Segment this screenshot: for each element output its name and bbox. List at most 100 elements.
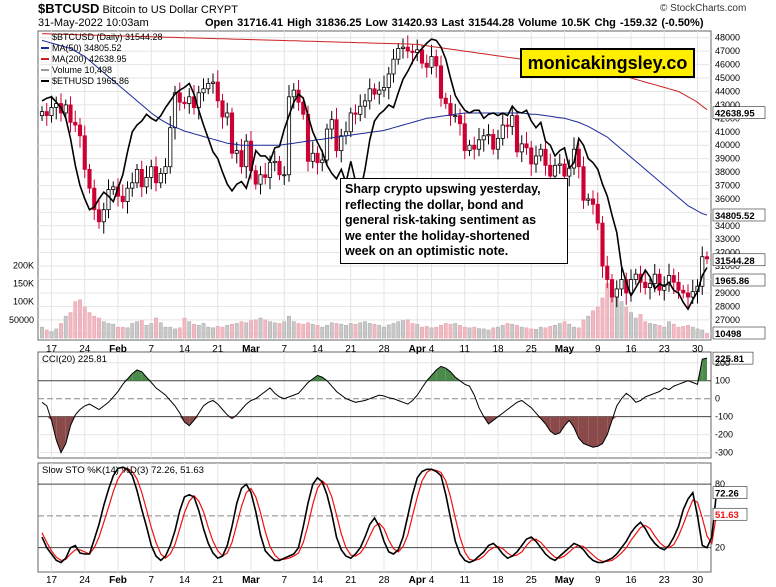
candle-body <box>400 46 406 49</box>
candle-body <box>424 62 429 68</box>
volume-bar <box>78 299 82 339</box>
volume-bar <box>543 327 548 339</box>
x-tick-label: 24 <box>79 344 91 355</box>
volume-bar <box>657 325 662 339</box>
volume-bar <box>49 331 54 339</box>
volume-bar <box>111 323 116 339</box>
candle-body <box>149 166 154 178</box>
candle-body <box>481 135 486 141</box>
legend-entry: $BTCUSD (Daily) 31544.28 <box>52 32 163 42</box>
candle-body <box>73 121 78 126</box>
candle-body <box>310 152 315 162</box>
cci-negative-fill <box>189 416 194 426</box>
candle-body <box>225 112 230 118</box>
volume-bar <box>163 326 168 339</box>
x-tick-label: 21 <box>345 344 357 355</box>
candle-body <box>77 124 83 137</box>
candle-body <box>44 111 49 117</box>
price-tick-label: 47000 <box>715 46 740 56</box>
ma50-line <box>41 39 708 216</box>
candle-body <box>291 89 296 98</box>
sto-tick-label: 20 <box>715 543 725 553</box>
volume-bar <box>372 323 377 339</box>
candle-body <box>457 115 463 125</box>
volume-bar <box>453 323 458 339</box>
candle-body <box>676 281 681 291</box>
ma200-price-label-box <box>712 106 766 119</box>
candle-body <box>500 124 505 139</box>
candle-body <box>253 170 258 185</box>
credit[interactable]: © StockCharts.com <box>660 3 747 14</box>
volume-bar <box>258 317 263 339</box>
candle-body <box>514 115 520 153</box>
volume-bar <box>410 323 415 339</box>
x-tick-label: 23 <box>659 344 671 355</box>
candle-body <box>595 203 600 224</box>
candle-body <box>576 148 581 168</box>
cci-positive-fill <box>141 371 147 381</box>
x-tick-label: 14 <box>312 575 324 586</box>
ma50-price-label: 34805.52 <box>715 211 755 222</box>
candle-body <box>201 88 206 94</box>
cci-positive-fill <box>137 369 142 381</box>
volume-bar <box>467 327 472 339</box>
x-tick-label: Mar <box>242 575 260 586</box>
eth-overlay-line <box>41 38 708 311</box>
volume-bar <box>576 327 581 339</box>
x-tick-label: 21 <box>212 575 224 586</box>
volume-bar <box>130 323 135 339</box>
volume-bar <box>315 325 320 339</box>
volume-bar <box>605 283 610 339</box>
price-tick-label: 48000 <box>715 33 740 43</box>
volume-bar <box>44 329 49 339</box>
watermark-text: monicakingsley.co <box>527 53 688 73</box>
cci-negative-fill <box>545 416 551 432</box>
cci-value-label: 225.81 <box>715 354 745 365</box>
candle-body <box>353 112 358 115</box>
candle-body <box>419 49 425 64</box>
cci-negative-fill <box>588 416 593 448</box>
x-tick-label: Feb <box>109 344 127 355</box>
x-tick-label: 11 <box>460 344 471 355</box>
candle-body <box>177 92 182 103</box>
cci-positive-fill <box>450 371 456 381</box>
candle-body <box>429 56 434 68</box>
annotation-line: week on an optimistic note. <box>345 244 509 258</box>
volume-bar <box>439 325 443 339</box>
price-tick-label: 34000 <box>715 221 740 231</box>
candle-body <box>324 128 330 161</box>
candle-body <box>334 119 339 151</box>
x-tick-label: 28 <box>378 344 390 355</box>
price-tick-label: 33000 <box>715 234 740 244</box>
volume-bar <box>215 326 220 339</box>
volume-bar <box>629 312 633 339</box>
x-tick-label: May <box>555 575 575 586</box>
volume-bar <box>667 321 671 339</box>
volume-bar <box>320 326 325 339</box>
sto-tick-label: 80 <box>715 479 725 489</box>
x-tick-label: 16 <box>625 575 637 586</box>
volume-bar <box>158 322 163 339</box>
price-tick-label: 43000 <box>715 100 740 110</box>
volume-bar <box>424 326 429 339</box>
candle-body <box>467 144 472 151</box>
cci-negative-fill <box>593 416 598 448</box>
volume-bar <box>92 315 97 339</box>
volume-bar <box>334 323 339 339</box>
candle-body <box>63 104 68 114</box>
candle-body <box>82 135 87 170</box>
x-tick-label: 11 <box>460 575 471 586</box>
candle-body <box>220 100 225 118</box>
volume-bar <box>277 323 282 339</box>
volume-bar <box>415 323 420 339</box>
x-tick-label: 25 <box>526 575 538 586</box>
candle-body <box>272 160 277 164</box>
exchange: CRYPT <box>200 4 238 16</box>
volume-bar <box>581 319 586 339</box>
volume-bar <box>477 328 481 339</box>
volume-bar <box>386 324 391 339</box>
legend-entry: $ETHUSD 1965.86 <box>52 76 129 86</box>
x-tick-label: 7 <box>281 575 287 586</box>
volume-bar <box>695 328 700 339</box>
cci-tick-label: -200 <box>715 430 733 440</box>
